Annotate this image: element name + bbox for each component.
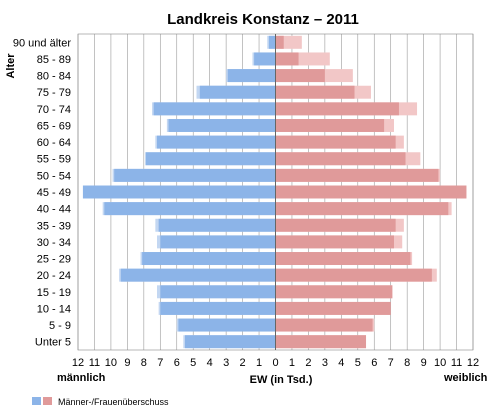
female-bar bbox=[275, 118, 385, 132]
male-bar bbox=[142, 252, 276, 266]
female-bar bbox=[275, 168, 439, 182]
male-bar bbox=[120, 268, 276, 282]
male-bar bbox=[227, 69, 276, 83]
legend-swatch-male bbox=[32, 397, 41, 405]
x-tick-label: 1 bbox=[256, 357, 262, 369]
x-axis-label: EW (in Tsd.) bbox=[250, 374, 313, 386]
x-tick-label: 5 bbox=[190, 357, 196, 369]
x-tick-label: 1 bbox=[289, 357, 295, 369]
legend: Männer-/Frauenüberschuss bbox=[32, 397, 169, 407]
male-bar bbox=[160, 301, 276, 315]
female-bar bbox=[275, 185, 467, 199]
male-bar bbox=[199, 85, 276, 99]
category-label: Unter 5 bbox=[35, 337, 71, 349]
male-bar bbox=[178, 318, 276, 332]
category-label: 5 - 9 bbox=[49, 320, 71, 332]
category-label: 25 - 29 bbox=[37, 254, 71, 266]
male-bar bbox=[168, 118, 276, 132]
category-label: 10 - 14 bbox=[37, 303, 71, 315]
category-label: 85 - 89 bbox=[37, 54, 71, 66]
female-bar bbox=[275, 268, 432, 282]
category-label: 90 und älter bbox=[13, 37, 71, 49]
x-tick-label: 5 bbox=[355, 357, 361, 369]
x-tick-label: 6 bbox=[371, 357, 377, 369]
x-tick-label: 11 bbox=[451, 357, 462, 369]
male-bar bbox=[184, 335, 276, 349]
category-label: 55 - 59 bbox=[37, 154, 71, 166]
male-bar bbox=[158, 218, 276, 232]
x-tick-label: 3 bbox=[223, 357, 229, 369]
x-tick-label: 2 bbox=[240, 357, 246, 369]
x-tick-label: 10 bbox=[434, 357, 446, 369]
male-bar bbox=[104, 202, 276, 216]
female-bar bbox=[275, 152, 406, 166]
x-tick-label: 12 bbox=[72, 357, 84, 369]
x-tick-label: 11 bbox=[89, 357, 100, 369]
category-label: 70 - 74 bbox=[37, 104, 71, 116]
category-label: 80 - 84 bbox=[37, 71, 71, 83]
legend-label: Männer-/Frauenüberschuss bbox=[58, 397, 169, 407]
x-tick-label: 4 bbox=[338, 357, 344, 369]
x-tick-label: 12 bbox=[467, 357, 479, 369]
female-bar bbox=[275, 218, 396, 232]
male-bar bbox=[254, 52, 276, 66]
x-tick-label: 7 bbox=[157, 357, 163, 369]
x-tick-label: 4 bbox=[207, 357, 213, 369]
category-label: 50 - 54 bbox=[37, 170, 71, 182]
category-label: 45 - 49 bbox=[37, 187, 71, 199]
female-bar bbox=[275, 85, 355, 99]
male-side-label: männlich bbox=[57, 372, 106, 384]
female-bar bbox=[275, 135, 396, 149]
female-bar bbox=[275, 301, 391, 315]
male-bar bbox=[160, 285, 276, 299]
male-bar bbox=[160, 235, 276, 249]
female-bar bbox=[275, 69, 325, 83]
male-bar bbox=[114, 168, 276, 182]
female-bar bbox=[275, 52, 299, 66]
female-bar bbox=[275, 202, 449, 216]
category-label: 15 - 19 bbox=[37, 287, 71, 299]
female-bar bbox=[275, 35, 284, 49]
x-tick-label: 9 bbox=[421, 357, 427, 369]
x-tick-label: 7 bbox=[388, 357, 394, 369]
x-tick-label: 0 bbox=[272, 357, 278, 369]
female-bar bbox=[275, 252, 411, 266]
female-bar bbox=[275, 335, 367, 349]
chart-title: Landkreis Konstanz – 2011 bbox=[167, 11, 359, 28]
bars-layer bbox=[82, 35, 467, 349]
category-label: 30 - 34 bbox=[37, 237, 71, 249]
female-side-label: weiblich bbox=[443, 372, 488, 384]
female-bar bbox=[275, 102, 399, 116]
x-tick-label: 8 bbox=[404, 357, 410, 369]
category-label: 65 - 69 bbox=[37, 120, 71, 132]
x-tick-label: 9 bbox=[124, 357, 130, 369]
category-label: 60 - 64 bbox=[37, 137, 71, 149]
female-bar bbox=[275, 235, 394, 249]
category-label: 35 - 39 bbox=[37, 220, 71, 232]
female-bar bbox=[275, 285, 393, 299]
male-bar bbox=[82, 185, 276, 199]
axis-layer: 90 und älter 85 - 89 80 - 84 75 - 79 70 - 74… bbox=[13, 34, 479, 369]
category-label: 75 - 79 bbox=[37, 87, 71, 99]
category-label: 40 - 44 bbox=[37, 204, 71, 216]
x-tick-label: 10 bbox=[105, 357, 117, 369]
male-bar bbox=[157, 135, 276, 149]
category-label: 20 - 24 bbox=[37, 270, 71, 282]
male-bar bbox=[268, 35, 276, 49]
legend-swatch-female bbox=[43, 397, 52, 405]
y-axis-label: Alter bbox=[5, 53, 17, 79]
x-tick-label: 3 bbox=[322, 357, 328, 369]
male-bar bbox=[145, 152, 276, 166]
male-bar bbox=[153, 102, 276, 116]
x-tick-label: 2 bbox=[305, 357, 311, 369]
x-tick-label: 8 bbox=[141, 357, 147, 369]
x-tick-label: 6 bbox=[174, 357, 180, 369]
female-bar bbox=[275, 318, 373, 332]
